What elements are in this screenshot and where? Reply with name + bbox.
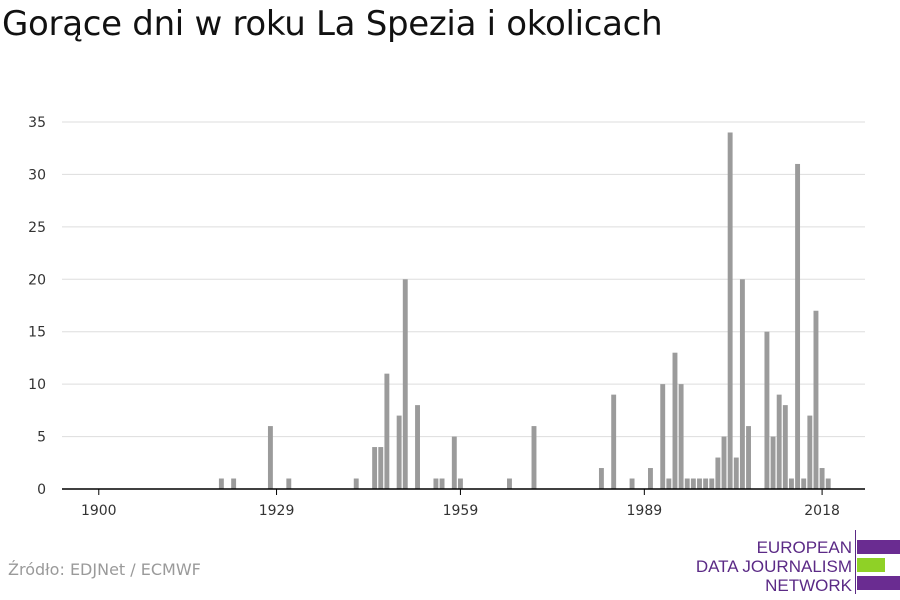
bar-2019 xyxy=(825,478,831,489)
bar-2016 xyxy=(807,415,813,489)
bar-1971 xyxy=(531,426,537,489)
bar-1982 xyxy=(598,468,604,489)
bar-1967 xyxy=(507,478,512,489)
logo-bar-purple-bottom xyxy=(857,576,900,590)
chart-title: Gorące dni w roku La Spezia i okolicach xyxy=(2,4,663,44)
bar-1958 xyxy=(451,436,457,489)
axes: 0 5 10 15 20 25 30 35 1900 1929 1959 1989 2018 xyxy=(28,115,865,519)
bar-1949 xyxy=(396,415,402,489)
y-tick-label-25: 25 xyxy=(28,220,46,236)
x-tick-label-1989: 1989 xyxy=(627,503,663,519)
bar-1995 xyxy=(678,384,684,489)
bar-1956 xyxy=(439,478,445,489)
logo-line-2: DATA JOURNALISM xyxy=(695,557,852,576)
bar-1999 xyxy=(703,478,709,489)
bar-2002 xyxy=(721,436,727,489)
bar-1997 xyxy=(690,478,696,489)
bar-2009 xyxy=(764,331,770,489)
bar-2012 xyxy=(782,405,788,489)
bar-2014 xyxy=(795,163,801,489)
logo-bar-purple-top xyxy=(857,540,900,554)
bar-1994 xyxy=(672,352,678,489)
bar-2000 xyxy=(709,478,715,489)
logo-text: EUROPEAN DATA JOURNALISM NETWORK xyxy=(696,538,852,595)
bar-2003 xyxy=(727,132,733,489)
bar-1952 xyxy=(415,405,420,489)
bars xyxy=(218,132,831,489)
y-tick-label-35: 35 xyxy=(28,115,46,131)
bar-1990 xyxy=(648,468,653,489)
bar-1922 xyxy=(231,478,237,489)
bar-1993 xyxy=(666,478,672,489)
x-tick-label-2018: 2018 xyxy=(804,503,840,519)
bar-2001 xyxy=(715,457,721,489)
bar-1998 xyxy=(697,478,702,489)
bar-1931 xyxy=(286,478,292,489)
bar-2017 xyxy=(813,310,819,489)
y-tick-label-5: 5 xyxy=(37,430,46,446)
bar-1984 xyxy=(611,394,617,489)
bar-1945 xyxy=(372,447,378,489)
source-note: Źródło: EDJNet / ECMWF xyxy=(8,560,201,579)
bar-2015 xyxy=(801,478,807,489)
y-tick-label-15: 15 xyxy=(28,325,46,341)
bar-1928 xyxy=(267,426,273,489)
y-tick-label-20: 20 xyxy=(28,272,46,288)
edjnet-logo[interactable]: EUROPEAN DATA JOURNALISM NETWORK xyxy=(696,530,900,595)
bar-2010 xyxy=(770,436,776,489)
bar-1996 xyxy=(684,478,690,489)
bar-2005 xyxy=(739,279,745,489)
bar-1959 xyxy=(457,478,463,489)
bar-2004 xyxy=(733,457,739,489)
bar-1946 xyxy=(378,447,384,489)
x-tick-label-1959: 1959 xyxy=(443,503,479,519)
bar-1955 xyxy=(433,478,439,489)
x-tick-label-1929: 1929 xyxy=(259,503,295,519)
bar-2006 xyxy=(746,426,751,489)
y-tick-label-0: 0 xyxy=(37,482,46,498)
logo-divider xyxy=(855,530,856,594)
bar-1950 xyxy=(402,279,408,489)
y-tick-label-30: 30 xyxy=(28,167,46,183)
y-tick-label-10: 10 xyxy=(28,377,46,393)
logo-line-3: NETWORK xyxy=(765,576,852,595)
x-tick-label-1900: 1900 xyxy=(81,503,117,519)
bar-1942 xyxy=(353,478,359,489)
logo-line-1: EUROPEAN xyxy=(756,538,852,557)
bar-1987 xyxy=(629,478,635,489)
bar-2018 xyxy=(819,468,825,489)
logo-bar-green xyxy=(857,558,885,572)
bar-1992 xyxy=(660,384,666,489)
bar-2013 xyxy=(788,478,794,489)
bar-1920 xyxy=(218,478,224,489)
bar-2011 xyxy=(776,394,782,489)
bar-1947 xyxy=(384,373,390,489)
